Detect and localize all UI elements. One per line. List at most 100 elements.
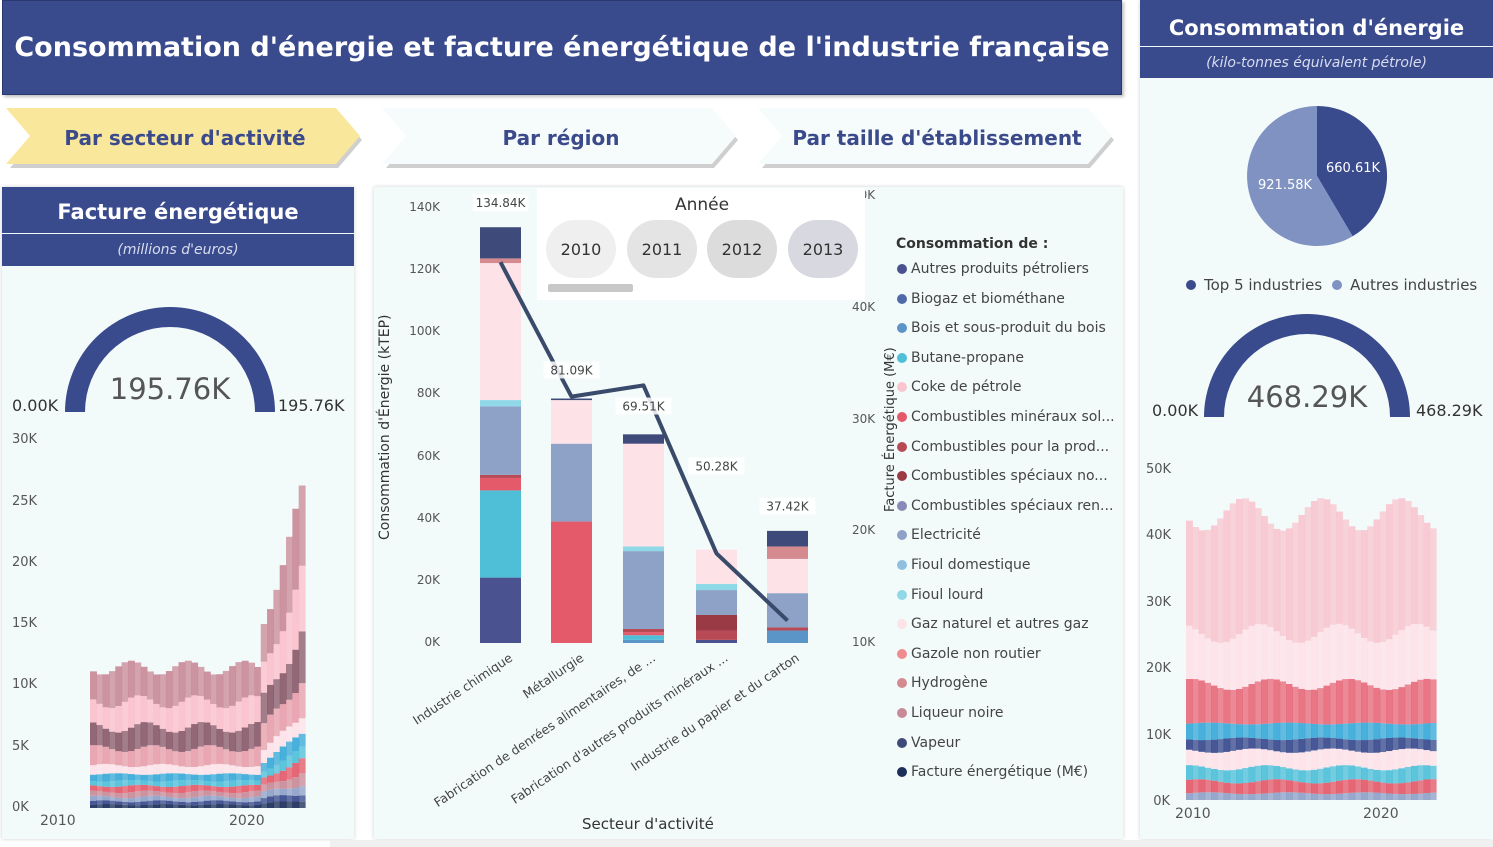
legend-item[interactable]: Gaz naturel et autres gaz [897,616,1089,632]
nav-region-tab[interactable]: Par région [382,108,740,168]
stream-band [115,765,123,774]
nav-size-arrow-shape [758,108,1114,168]
stream-band [1211,722,1218,740]
legend-item[interactable]: Autres produits pétroliers [897,261,1089,277]
legend-item[interactable]: Biogaz et biométhane [897,291,1065,307]
stream-band [90,785,97,791]
stream-band [1417,738,1425,750]
stream-band [1367,752,1375,769]
stream-band [210,725,218,746]
bar-segment [623,551,664,629]
stream-band [286,612,293,664]
main-right-y-tick: 30K [852,412,876,426]
stream-band [1279,681,1287,723]
stream-band [159,674,167,708]
stream-band [1217,781,1225,793]
stream-band [1404,626,1412,685]
stream-band [1186,749,1193,766]
nav-size-tab[interactable]: Par taille d'établissement [758,108,1116,168]
year-button-2013[interactable]: 2013 [788,220,858,278]
page-bottom-scrollbar[interactable] [330,840,1493,847]
legend-item[interactable]: Gazole non routier [897,646,1041,662]
legend-label: Gazole non routier [911,645,1041,662]
stream-band [1273,751,1281,766]
stream-band [298,733,306,747]
stream-band [140,804,148,808]
stream-band [1242,768,1250,784]
stream-band [1323,748,1331,768]
stream-band [1342,625,1350,680]
nav-sector-tab[interactable]: Par secteur d'activité [6,108,364,168]
stream-band [260,623,268,662]
nav-region-arrow-shape [382,108,738,168]
stream-band [1342,739,1350,750]
facture-y-tick: 25K [12,494,38,509]
stream-band [127,780,135,786]
stream-band [197,780,205,785]
legend-item[interactable]: Fioul domestique [897,557,1030,573]
main-left-y-tick: 40K [416,511,440,525]
pie-legend-autres-dot [1332,280,1343,290]
stream-band [279,788,287,796]
legend-dot [897,412,907,422]
year-slicer-scrollbar[interactable] [548,284,633,292]
legend-item[interactable]: Fioul lourd [897,587,983,603]
legend-item[interactable]: Coke de pétrole [897,379,1021,395]
stream-band [191,774,199,781]
legend-item[interactable]: Combustibles minéraux sol... [897,409,1115,425]
stream-band [248,801,256,806]
stream-band [1404,737,1412,749]
legend-item[interactable]: Combustibles pour la prod... [897,439,1109,455]
stream-band [134,780,142,785]
stream-band [1311,793,1318,800]
legend-item[interactable]: Vapeur [897,735,960,751]
legend-item[interactable]: Facture énergétique (M€) [897,764,1088,780]
stream-band [102,773,110,782]
stream-band [172,793,180,798]
legend-item[interactable]: Combustibles spéciaux ren... [897,498,1113,514]
stream-band [146,765,154,775]
bar-total-label-bg [615,397,672,415]
stream-band [1261,624,1268,680]
stream-band [1242,629,1250,687]
stream-band [260,803,268,808]
stream-band [203,722,211,746]
legend-item[interactable]: Hydrogène [897,675,988,691]
stream-band [241,785,249,793]
stream-band [1411,681,1418,725]
stream-band [1323,499,1331,628]
year-button-2010[interactable]: 2010 [546,220,616,278]
legend-item[interactable]: Bois et sous-produit du bois [897,320,1106,336]
stream-band [1223,641,1231,690]
stream-band [108,708,116,732]
stream-band [197,804,205,808]
stream-band [222,797,230,801]
stream-band [1398,630,1406,688]
legend-item[interactable]: Combustibles spéciaux no... [897,468,1108,484]
stream-band [1392,783,1400,794]
bar-segment [696,614,737,631]
legend-item[interactable]: Electricité [897,527,981,543]
stream-band [1298,738,1306,753]
stream-band [235,662,243,702]
stream-band [273,788,281,796]
nav-sector-label: Par secteur d'activité [64,126,306,150]
year-button-2012[interactable]: 2012 [707,220,777,278]
stream-band [115,773,123,781]
year-button-2011[interactable]: 2011 [627,220,697,278]
stream-band [235,786,243,793]
stream-band [153,674,161,704]
stream-band [216,781,224,787]
legend-item[interactable]: Butane-propane [897,350,1024,366]
stream-band [172,765,180,774]
conso-gauge-max: 468.29K [1416,401,1483,420]
stream-band [210,795,218,801]
legend-item[interactable]: Liqueur noire [897,705,1004,721]
stream-band [1354,792,1362,800]
pie-legend-top5-label: Top 5 industries [1204,276,1323,294]
stream-band [222,731,230,750]
stream-band [229,751,237,766]
stream-band [172,773,180,781]
stream-band [203,804,211,808]
legend-label: Coke de pétrole [911,379,1022,396]
